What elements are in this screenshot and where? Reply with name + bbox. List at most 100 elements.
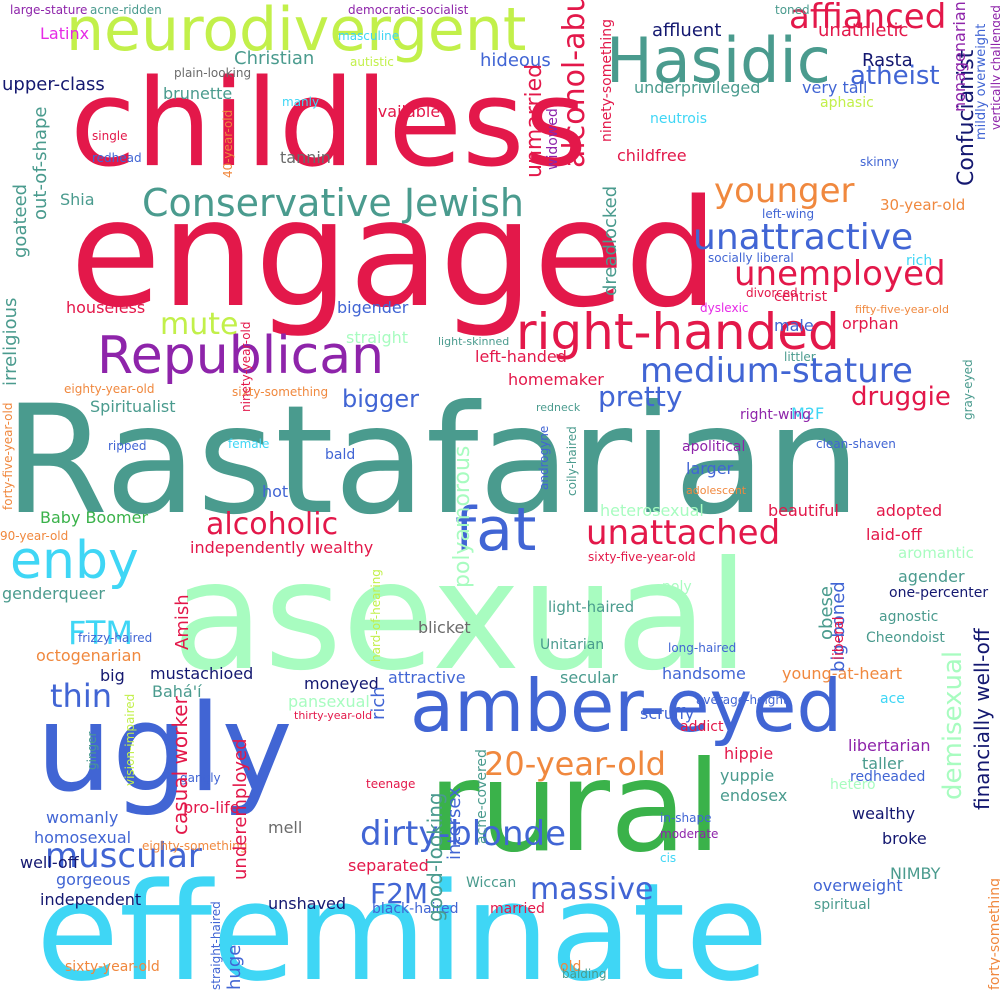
word-straight-haired: straight-haired: [209, 901, 223, 990]
word-m2f: M2F: [791, 404, 825, 423]
word-male: male: [774, 316, 814, 335]
word-centrist: centrist: [774, 289, 828, 305]
word-brunette: brunette: [163, 84, 233, 103]
word-neutrois: neutrois: [650, 111, 708, 127]
word-thirty-year-old: thirty-year-old: [294, 709, 373, 722]
word-redhead: redhead: [92, 151, 142, 165]
word-amber-eyed: amber-eyed: [410, 664, 843, 748]
word-skinny: skinny: [860, 155, 899, 169]
word-straight: straight: [346, 328, 409, 347]
word-pansexual: pansexual: [288, 692, 370, 711]
word-average-height: average-height: [696, 693, 788, 707]
word-unattached: unattached: [586, 513, 781, 553]
word-nonagenarian: nonagenarian: [950, 1, 969, 112]
word-latinx: Latinx: [40, 24, 90, 43]
word-alcoholic: alcoholic: [206, 507, 339, 542]
word-littler: littler: [784, 350, 816, 364]
word-old: old: [560, 959, 582, 975]
word-addict: addict: [680, 719, 724, 735]
word-ginger: ginger: [85, 731, 99, 771]
word-90-year-old: 90-year-old: [0, 529, 69, 543]
word-ftm: FTM: [68, 614, 133, 652]
word-right-handed: right-handed: [516, 303, 840, 361]
word-dirty-blonde: dirty-blonde: [360, 814, 567, 854]
word-apolitical: apolitical: [682, 439, 746, 455]
word-socially-liberal: socially liberal: [708, 251, 794, 265]
word-broke: broke: [882, 829, 927, 848]
word-acne-covered: acne-covered: [474, 749, 490, 844]
word-dyslexic: dyslexic: [700, 301, 749, 315]
word-huge: huge: [224, 944, 245, 990]
word-large-stature: large-stature: [10, 3, 88, 17]
word-clean-shaven: clean-shaven: [816, 437, 896, 451]
word-houseless: houseless: [66, 298, 146, 317]
word-acne-ridden: acne-ridden: [90, 3, 162, 17]
word-left-handed: left-handed: [475, 347, 567, 366]
word-available: available: [368, 102, 441, 121]
word-affianced: affianced: [789, 0, 947, 37]
word-plain-looking: plain-looking: [174, 66, 252, 80]
word-married: married: [490, 901, 545, 917]
word-casual-worker: casual worker: [168, 696, 192, 835]
word-pretty: pretty: [598, 380, 683, 413]
word-cis: cis: [660, 851, 677, 865]
word-toned: toned: [775, 3, 810, 17]
word-goateed: goateed: [10, 183, 31, 258]
word-overweight: overweight: [813, 876, 903, 895]
word-childless: childless: [70, 55, 588, 194]
word-adolescent: adolescent: [686, 484, 747, 497]
word-eighty-year-old: eighty-year-old: [64, 382, 155, 396]
word-wealthy: wealthy: [852, 804, 916, 823]
word-republican: Republican: [97, 326, 385, 386]
word-teenage: teenage: [366, 777, 416, 791]
word-amish-v: Amish: [172, 594, 193, 650]
word-secular: secular: [560, 668, 618, 687]
word-vertically-challenged: vertically challenged: [989, 5, 1000, 130]
word-wiccan: Wiccan: [466, 875, 517, 891]
word-shia: Shia: [60, 190, 95, 209]
word-widowed: widowed: [545, 108, 561, 170]
word-upper-class: upper-class: [2, 74, 105, 95]
word-mustachioed: mustachioed: [150, 664, 254, 683]
word-big: big: [100, 666, 125, 685]
word-yuppie: yuppie: [720, 766, 775, 785]
word-ripped: ripped: [108, 439, 147, 453]
word-agnostic: agnostic: [879, 609, 939, 625]
word-mell: mell: [268, 818, 303, 837]
word-unmarried: unmarried: [522, 63, 547, 178]
word-unshaved: unshaved: [268, 894, 347, 913]
word-agender: agender: [898, 567, 965, 586]
word-medium-stature: medium-stature: [640, 351, 913, 391]
word-eighty-something: eighty-something: [142, 839, 248, 853]
word-irreligious: irreligious: [0, 297, 21, 386]
word-bahai: Bahá'í: [152, 682, 202, 701]
word-vision-impaired: vision-impaired: [123, 693, 137, 786]
word-cheondoist: Cheondoist: [866, 630, 945, 646]
word-younger: younger: [714, 171, 855, 211]
word-alcohol-abusing: alcohol-abusing: [557, 0, 592, 168]
word-affluent: affluent: [652, 20, 722, 41]
word-spiritualist: Spiritualist: [90, 397, 176, 416]
word-dreadlocked: dreadlocked: [600, 185, 621, 296]
word-endosex: endosex: [720, 786, 788, 805]
word-gangly: gangly: [180, 771, 221, 785]
word-20-year-old: 20-year-old: [484, 745, 666, 783]
word-left-wing: left-wing: [762, 207, 815, 221]
word-larger: larger: [686, 459, 734, 478]
word-single: single: [92, 129, 128, 143]
word-ace: ace: [880, 691, 905, 707]
word-manly: manly: [282, 95, 320, 109]
word-very-tall: very tall: [802, 78, 868, 97]
word-unemployed: unemployed: [734, 254, 946, 294]
word-aphasic: aphasic: [820, 95, 874, 111]
word-young-at-heart: young-at-heart: [782, 664, 902, 683]
word-baby-boomer: Baby Boomer: [40, 508, 149, 527]
word-sixty-year-old: sixty-year-old: [65, 959, 160, 975]
word-ninety-year-old: ninety-year-old: [239, 321, 253, 413]
word-bald: bald: [325, 447, 356, 463]
word-taller: taller: [862, 754, 904, 773]
word-effeminate: effeminate: [36, 854, 769, 1000]
word-hard-of-hearing: hard-of-hearing: [369, 569, 383, 662]
word-gorgeous: gorgeous: [56, 870, 131, 889]
word-childfree: childfree: [617, 146, 687, 165]
